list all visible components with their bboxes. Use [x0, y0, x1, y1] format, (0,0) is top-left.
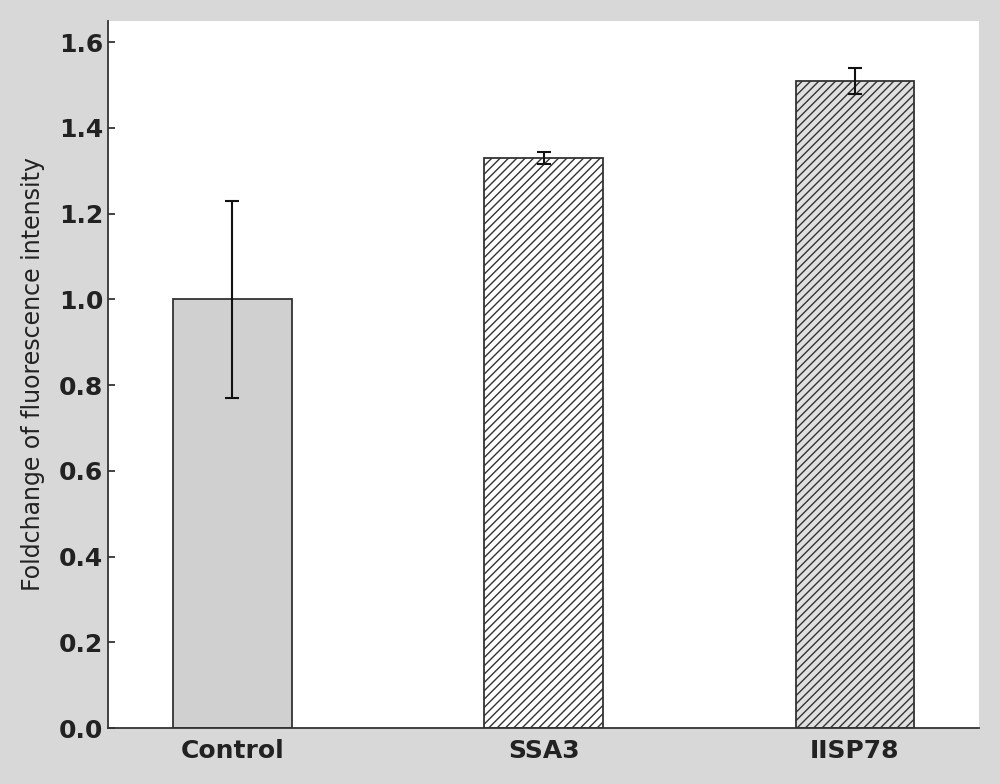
Bar — [173, 299, 292, 728]
Bar — [796, 81, 914, 728]
Bar — [484, 158, 603, 728]
Y-axis label: Foldchange of fluorescence intensity: Foldchange of fluorescence intensity — [21, 158, 45, 591]
